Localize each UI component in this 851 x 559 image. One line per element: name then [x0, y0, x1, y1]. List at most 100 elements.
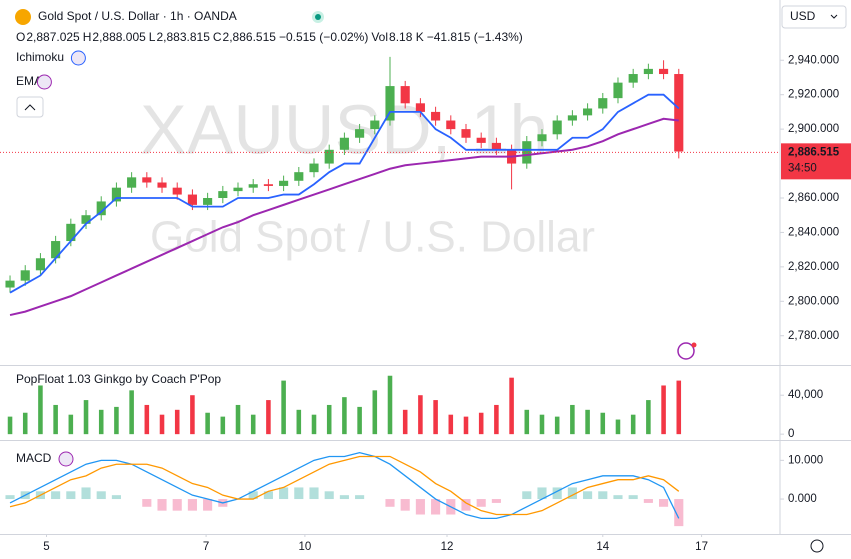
bar	[600, 412, 606, 435]
bar	[494, 404, 499, 435]
watermark-description: Gold Spot / U.S. Dollar	[150, 213, 595, 262]
candle-body	[537, 134, 547, 142]
countdown: 34:50	[788, 162, 817, 174]
histogram-bar	[385, 499, 395, 507]
candle-body	[111, 187, 121, 202]
candle-body	[142, 177, 152, 183]
histogram-bar	[263, 491, 273, 500]
bar	[250, 414, 256, 435]
candle-body	[491, 142, 501, 150]
alert-dot	[691, 342, 697, 348]
indicator-settings-icon[interactable]	[58, 451, 74, 467]
ohlc-text: 2,887.025	[26, 30, 80, 44]
ohlc-row: O 2,887.025 H 2,888.005 L 2,883.815 C 2,886.515…	[16, 30, 523, 44]
ohlc-text: C	[213, 30, 222, 44]
indicator-title: MACD	[16, 451, 52, 465]
histogram-bar	[248, 491, 258, 500]
histogram-bar	[674, 499, 684, 527]
histogram-bar	[187, 499, 197, 511]
histogram-bar	[324, 491, 334, 500]
candle-body	[51, 241, 61, 259]
bar	[463, 416, 469, 435]
ohlc-text: 2,883.815	[156, 30, 210, 44]
legend-entry[interactable]: Ichimoku	[16, 50, 64, 64]
ohlc-text: H	[83, 30, 92, 44]
y-tick-label: 40,000	[788, 389, 823, 401]
indicator-line	[9, 93, 680, 294]
y-tick-label: 2,820.000	[788, 261, 839, 273]
collapse-icon	[24, 104, 36, 111]
histogram-bar	[5, 495, 15, 500]
histogram-bar	[491, 499, 501, 503]
histogram-bar	[415, 499, 425, 515]
candle-body	[263, 184, 273, 186]
bar	[342, 397, 347, 435]
last-price-tag	[781, 143, 851, 180]
bar	[129, 390, 134, 435]
macd-line	[9, 451, 680, 520]
watermark-symbol: XAUUSD, 1h	[140, 90, 548, 168]
histogram-bar	[96, 491, 106, 500]
histogram-bar	[431, 499, 441, 515]
ohlc-text: −41.815 (−1.43%)	[427, 30, 523, 44]
candle-body	[567, 115, 577, 121]
collapse-button[interactable]	[16, 96, 44, 118]
bar	[205, 412, 210, 435]
candle-body	[643, 68, 653, 75]
candle-body	[248, 184, 258, 188]
histogram-bar	[339, 495, 349, 500]
ohlc-text: 2,886.515	[223, 30, 277, 44]
bar	[296, 409, 302, 435]
histogram-bar	[400, 499, 410, 511]
candle-body	[370, 120, 380, 130]
y-tick-label: 2,900.000	[788, 123, 839, 135]
bar	[159, 414, 165, 435]
bar	[7, 416, 13, 435]
bar	[266, 400, 271, 435]
y-tick-label: 0	[788, 428, 794, 440]
histogram-bar	[309, 487, 319, 500]
y-tick-label: 2,780.000	[788, 330, 839, 342]
candle-body	[339, 137, 349, 150]
candle-body	[400, 86, 410, 104]
histogram-bar	[203, 499, 213, 511]
histogram-bar	[461, 499, 471, 511]
bar	[402, 409, 408, 435]
x-tick-label: 7	[203, 541, 209, 553]
legend-settings-icon[interactable]	[36, 74, 52, 90]
candle-body	[415, 103, 425, 112]
histogram-bar	[51, 491, 61, 500]
candle-body	[203, 197, 213, 205]
currency-label: USD	[790, 9, 816, 23]
histogram-bar	[142, 499, 152, 507]
bar	[478, 412, 484, 435]
candle-body	[476, 137, 486, 143]
settings-icon[interactable]	[810, 539, 824, 553]
currency-select[interactable]	[781, 5, 847, 29]
bar	[585, 409, 590, 435]
currency-chevron	[830, 14, 838, 19]
bar	[235, 404, 241, 435]
bar	[114, 406, 119, 435]
candle-body	[5, 280, 15, 288]
legend-settings-icon[interactable]	[70, 50, 86, 66]
ohlc-text: 8.18 K	[389, 30, 424, 44]
histogram-bar	[583, 491, 593, 500]
x-tick-label: 5	[43, 541, 49, 553]
legend-entry[interactable]: EMA	[16, 74, 42, 88]
histogram-bar	[355, 495, 365, 500]
market-status-dot	[315, 14, 321, 20]
bar	[646, 400, 651, 435]
y-tick-label: 0.000	[788, 493, 817, 505]
candle-body	[461, 129, 471, 138]
candle-body	[659, 68, 669, 75]
histogram-bar	[157, 499, 167, 511]
bar	[326, 404, 332, 435]
candle-body	[35, 258, 45, 271]
alert-icon[interactable]	[677, 342, 695, 360]
histogram-bar	[279, 487, 289, 500]
y-tick-label: 2,800.000	[788, 295, 839, 307]
bar	[509, 377, 514, 435]
